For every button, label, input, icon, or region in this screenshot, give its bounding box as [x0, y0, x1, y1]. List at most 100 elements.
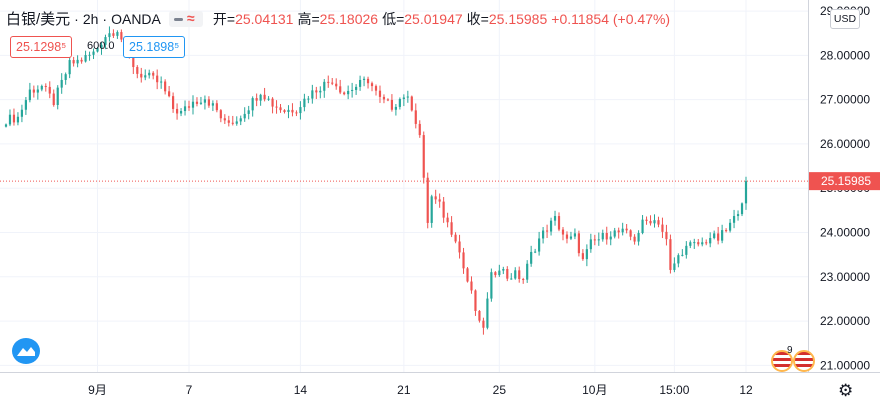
low-label: 低 — [382, 10, 397, 27]
candle — [502, 266, 505, 275]
candle — [36, 85, 39, 100]
candle — [195, 97, 199, 107]
candle — [140, 67, 143, 83]
candle — [593, 234, 596, 246]
candle — [267, 96, 270, 101]
candle — [355, 84, 358, 95]
candle — [609, 231, 612, 246]
price-tick-label: 21.00000 — [820, 358, 870, 372]
candle — [701, 237, 704, 247]
candle — [398, 97, 401, 110]
candle — [713, 230, 716, 240]
candle — [430, 194, 433, 228]
candle — [60, 73, 63, 94]
time-tick-label: 7 — [186, 383, 193, 397]
candle — [534, 248, 537, 254]
candle — [223, 114, 226, 124]
price-tick-label: 26.00000 — [820, 137, 870, 151]
candle — [116, 30, 119, 39]
price-axis[interactable]: 21.0000022.0000023.0000024.0000025.00000… — [820, 4, 870, 372]
candle — [8, 109, 12, 127]
interval-label[interactable]: 2h — [82, 10, 99, 27]
candle — [84, 50, 87, 63]
high-label: 高 — [297, 10, 312, 27]
candle — [323, 79, 326, 98]
candle — [20, 104, 24, 123]
currency-button[interactable]: USD — [830, 9, 860, 29]
candle — [438, 193, 441, 208]
symbol-name[interactable]: 白银/美元 — [6, 11, 71, 28]
economic-events-flag-icon[interactable]: 9 — [771, 345, 815, 372]
candle — [80, 57, 83, 64]
candle — [76, 55, 79, 68]
candle — [565, 231, 569, 244]
tradingview-logo-icon[interactable] — [12, 338, 40, 364]
change-value: +0.11854 (+0.47%) — [551, 10, 671, 27]
candle — [24, 96, 27, 115]
candle — [705, 239, 708, 246]
candle — [175, 103, 179, 120]
open-value: 25.04131 — [235, 10, 294, 27]
candle — [307, 95, 310, 104]
candle — [458, 234, 461, 259]
candle — [64, 72, 67, 85]
candle — [394, 103, 397, 116]
candle — [104, 34, 107, 50]
candle — [740, 202, 744, 217]
candle — [728, 218, 732, 233]
candle — [526, 260, 529, 283]
candle — [235, 116, 238, 126]
candle — [506, 266, 509, 282]
candle — [251, 96, 254, 117]
candle — [152, 71, 155, 80]
grid — [0, 0, 808, 372]
candle — [144, 69, 147, 81]
candle — [518, 266, 521, 283]
candle — [661, 217, 664, 239]
candle — [4, 123, 8, 128]
time-tick-label: 25 — [493, 383, 507, 397]
candle — [410, 95, 413, 112]
candle — [681, 249, 684, 257]
close-value: 25.15985 — [488, 10, 548, 27]
candle — [601, 229, 604, 242]
candle — [172, 92, 175, 113]
time-tick-label: 10月 — [582, 383, 607, 397]
candle — [665, 224, 668, 246]
price-tick-label: 23.00000 — [820, 270, 870, 284]
candle — [514, 267, 517, 280]
candle — [653, 214, 656, 228]
candle — [478, 310, 481, 323]
time-axis[interactable]: 9月 7 14 21 25 10月 15:00 12 — [88, 383, 753, 397]
candle — [370, 81, 374, 92]
candle — [490, 268, 493, 302]
candle — [374, 84, 378, 96]
time-tick-label: 15:00 — [659, 383, 689, 397]
candle — [569, 231, 573, 241]
candle — [641, 215, 644, 235]
candle — [16, 112, 20, 126]
candle — [203, 95, 207, 110]
open-label: 开 — [212, 10, 227, 27]
candle — [275, 100, 278, 114]
candle — [426, 172, 429, 229]
candle — [625, 224, 628, 234]
candle — [613, 227, 616, 239]
candle — [327, 75, 330, 88]
candle — [231, 115, 234, 126]
candle — [637, 230, 640, 246]
candle — [589, 233, 592, 253]
close-label: 收 — [466, 10, 481, 27]
candle — [494, 271, 497, 278]
candle — [291, 103, 294, 117]
candle — [462, 247, 465, 274]
market-status-badge[interactable]: ≈ — [168, 10, 203, 27]
buy-price-button[interactable]: 25.1898⁵ — [123, 36, 186, 58]
candle — [709, 232, 712, 248]
settings-gear-icon[interactable]: ⚙ — [838, 381, 854, 400]
candle — [259, 93, 262, 106]
low-value: 25.01947 — [404, 10, 463, 27]
sell-price-button[interactable]: 25.1298⁵ — [10, 36, 73, 58]
candle — [32, 85, 35, 98]
